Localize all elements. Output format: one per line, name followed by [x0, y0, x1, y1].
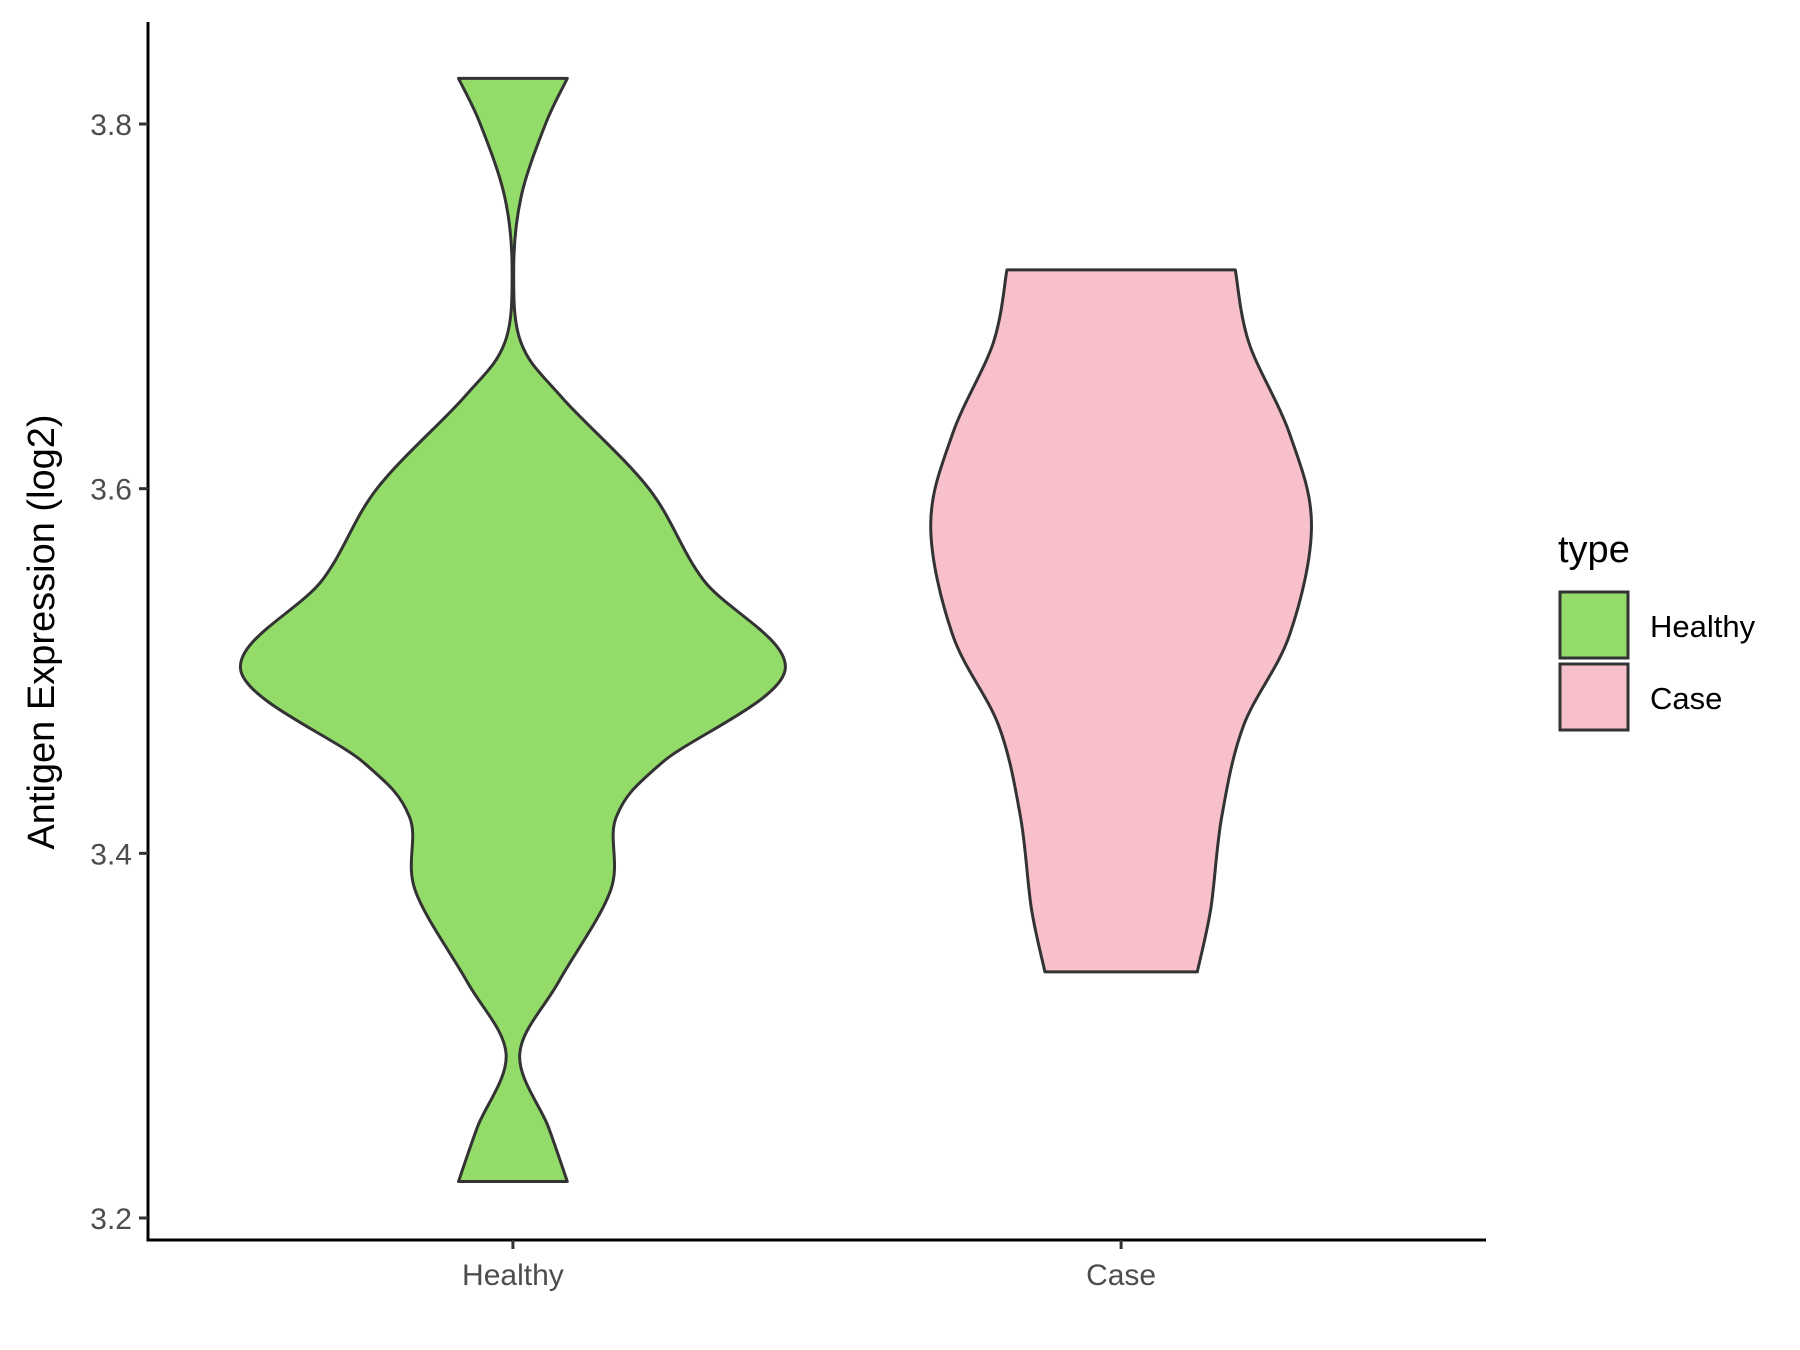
legend: type Healthy Case: [1558, 529, 1756, 732]
y-tick-label: 3.6: [90, 474, 132, 507]
legend-key-case: [1558, 662, 1630, 732]
legend-title: type: [1558, 529, 1630, 571]
x-tick-label: Healthy: [462, 1259, 564, 1292]
legend-label-case: Case: [1650, 681, 1722, 716]
y-tick-label: 3.8: [90, 109, 132, 142]
violin-healthy: [239, 76, 787, 1183]
legend-label-healthy: Healthy: [1650, 609, 1756, 644]
y-axis-title: Antigen Expression (log2): [21, 414, 63, 849]
y-tick-label: 3.2: [90, 1203, 132, 1236]
violin-case: [929, 268, 1313, 974]
violins-layer: [239, 76, 1313, 1183]
x-tick-label: Case: [1086, 1259, 1156, 1292]
y-axis-ticks: 3.2 3.4 3.6 3.8: [90, 109, 148, 1236]
y-tick-label: 3.4: [90, 838, 132, 871]
legend-key-healthy: [1558, 590, 1630, 660]
legend-entries: Healthy Case: [1558, 590, 1756, 732]
x-axis-ticks: Healthy Case: [462, 1240, 1156, 1292]
